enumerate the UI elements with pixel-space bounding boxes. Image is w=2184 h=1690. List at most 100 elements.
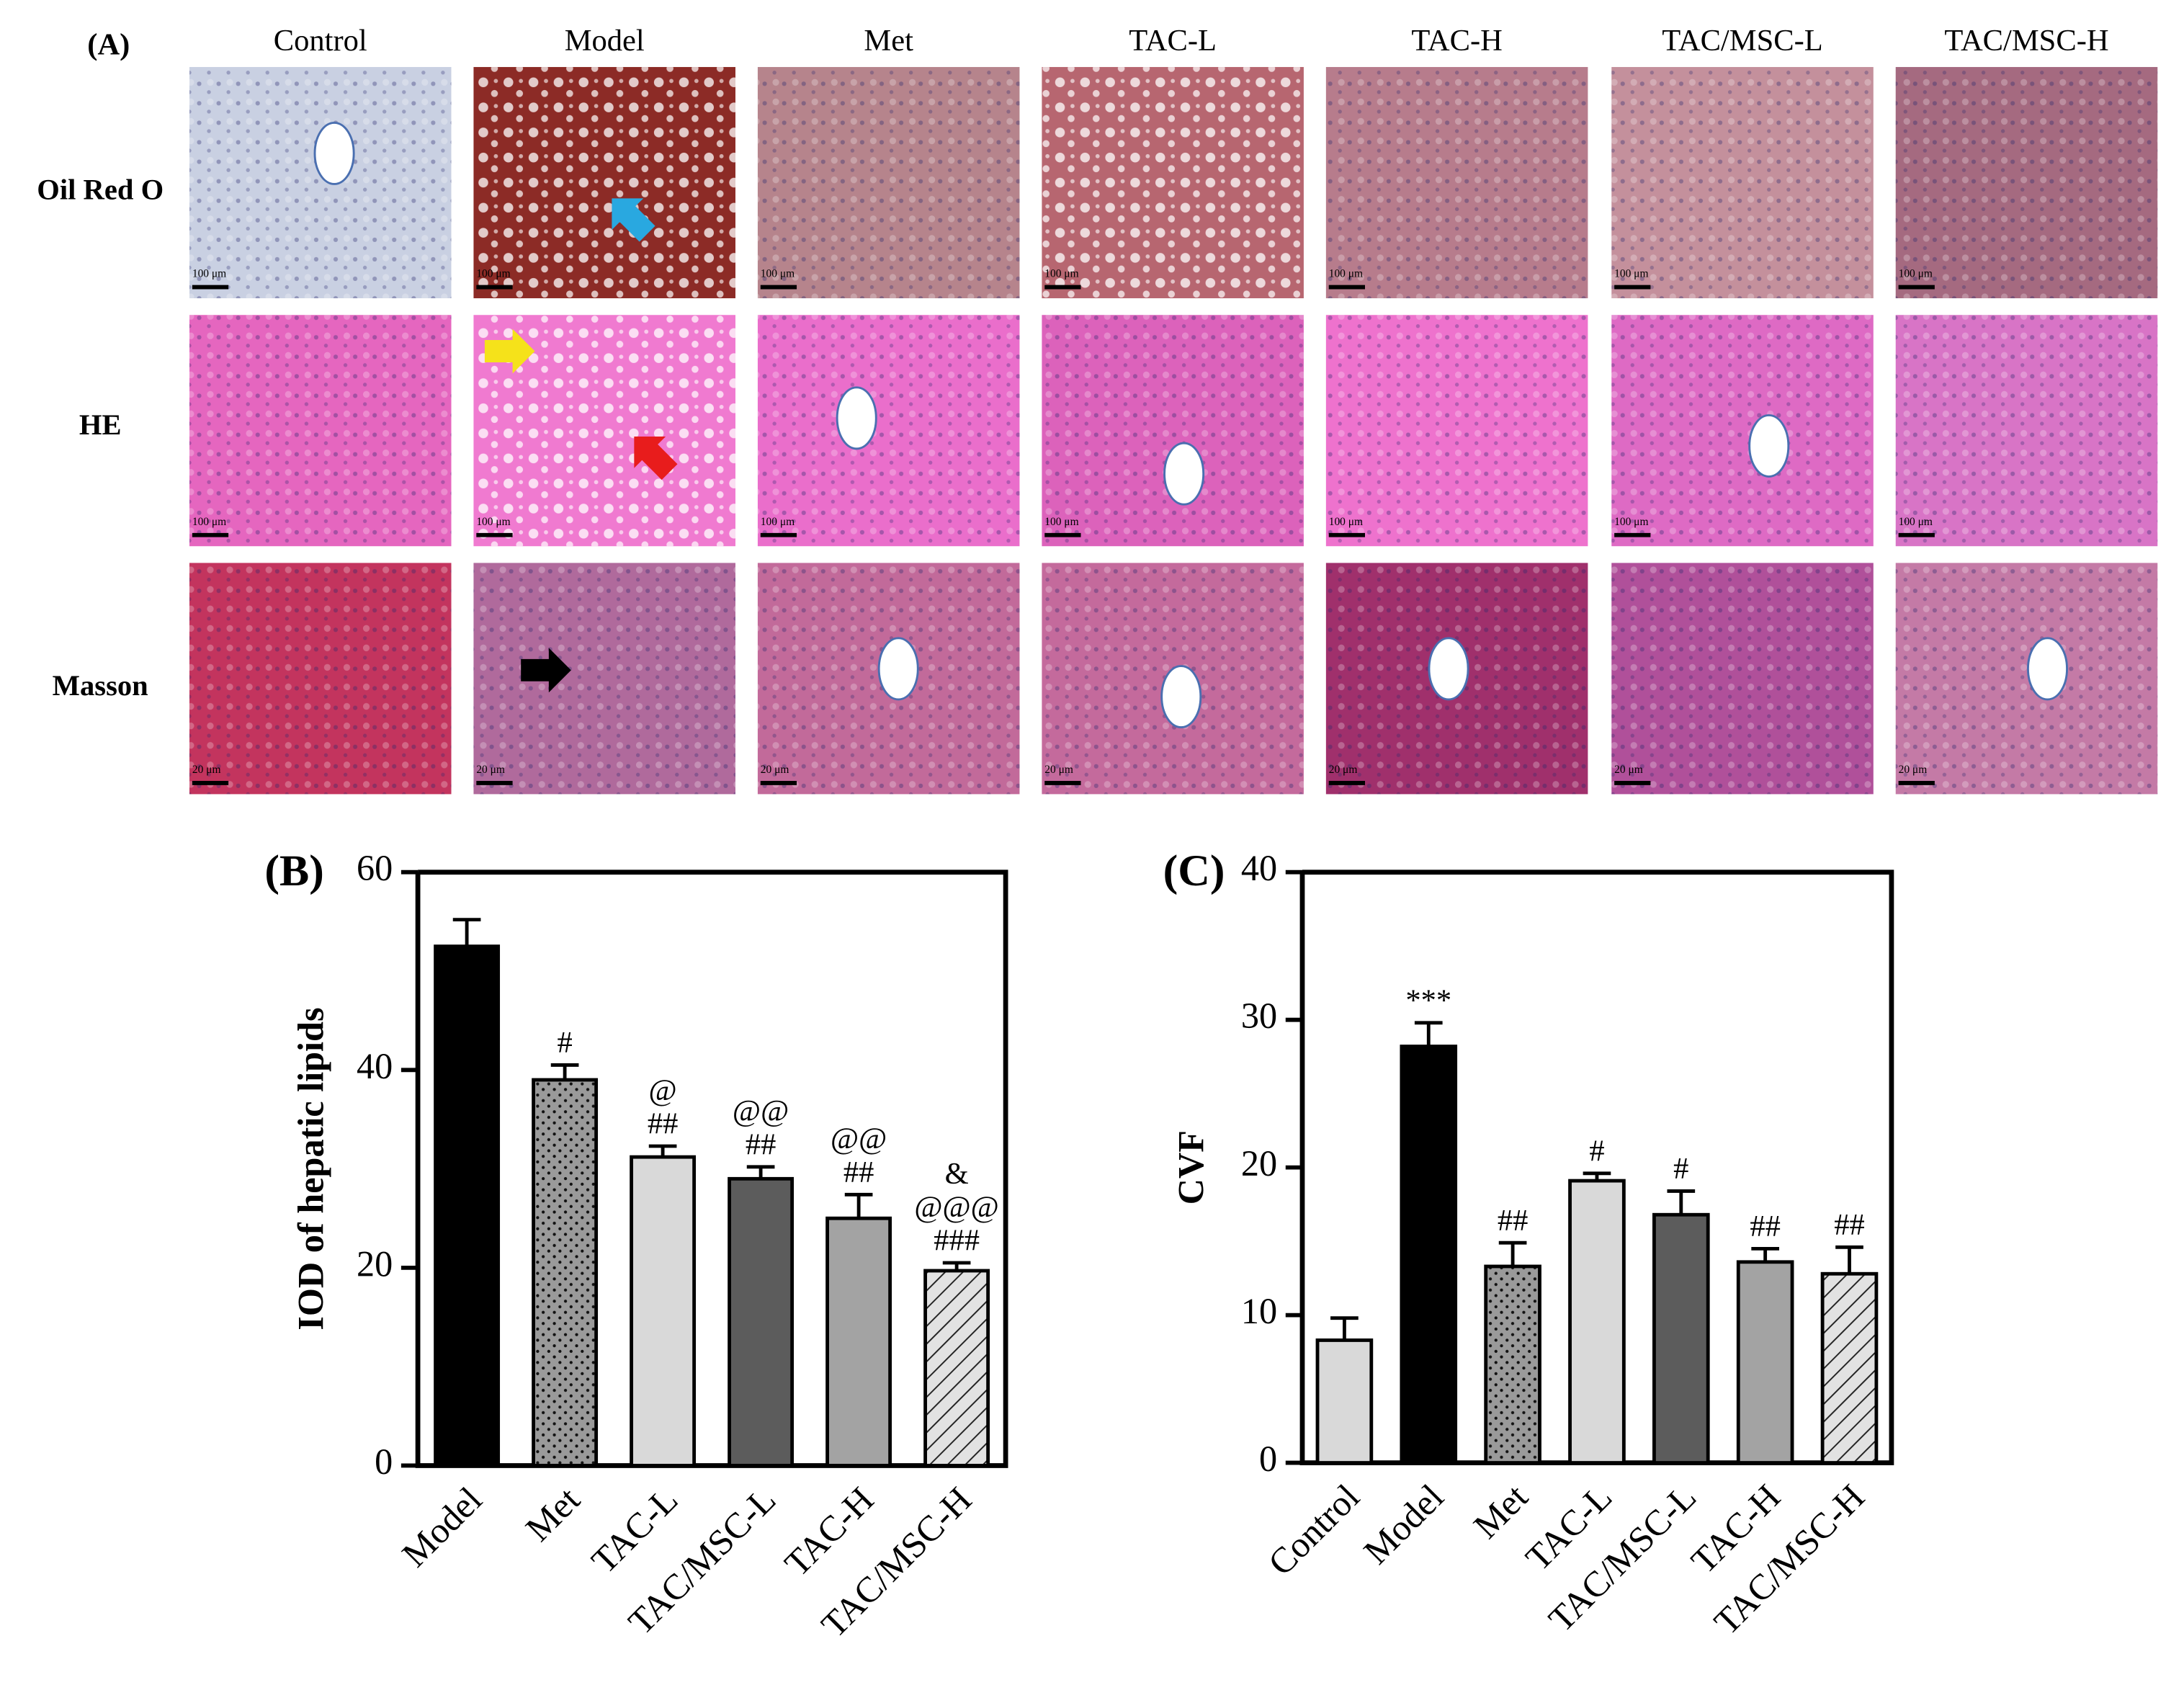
significance-label: ## (1498, 1204, 1529, 1238)
scale-bar-label: 100 μm (761, 516, 795, 528)
y-axis-label: IOD of hepatic lipids (291, 1007, 331, 1330)
micrograph-texture (1895, 67, 2158, 299)
significance-label: & (945, 1157, 969, 1191)
vessel (313, 121, 355, 185)
scale-bar-label: 100 μm (476, 516, 510, 528)
bar (1652, 1212, 1710, 1465)
bar (434, 944, 501, 1467)
column-header: TAC-L (1129, 24, 1217, 58)
scale-bar-label: 100 μm (1899, 268, 1933, 280)
y-tick-label: 0 (1259, 1439, 1277, 1479)
micrograph-texture (189, 67, 452, 299)
significance-label: ## (843, 1155, 874, 1189)
significance-label: @@@ (914, 1190, 999, 1224)
panel-label: (B) (264, 846, 323, 895)
scale-bar-label: 20 μm (761, 764, 789, 776)
micrograph-texture (1042, 315, 1304, 547)
vessel (877, 637, 919, 701)
row-label: Masson (53, 669, 148, 702)
column-header: TAC/MSC-H (1944, 24, 2108, 58)
bar (1484, 1264, 1541, 1465)
bar (1568, 1179, 1626, 1465)
y-tick-label: 40 (357, 1046, 393, 1086)
micrograph-texture (189, 315, 452, 547)
micrograph-texture (473, 67, 735, 299)
significance-label: @@ (831, 1122, 887, 1156)
scale-bar-label: 20 μm (1899, 764, 1928, 776)
micrograph-texture (189, 563, 452, 795)
y-axis-label: CVF (1171, 1130, 1212, 1204)
scale-bar-label: 100 μm (1329, 516, 1363, 528)
row-label: Oil Red O (37, 173, 164, 205)
scale-bar-label: 100 μm (1044, 516, 1078, 528)
row-label: HE (79, 408, 122, 441)
column-header: Met (864, 24, 913, 58)
bar (825, 1216, 892, 1467)
micrograph-texture (1611, 315, 1874, 547)
column-header: TAC-H (1411, 24, 1503, 58)
significance-label: ## (746, 1128, 777, 1162)
scale-bar-label: 100 μm (1899, 516, 1933, 528)
y-tick-label: 0 (375, 1441, 393, 1482)
arrow (612, 198, 655, 242)
micrograph-texture (1895, 315, 2158, 547)
y-tick-label: 20 (1241, 1143, 1277, 1184)
micrograph-texture (1325, 315, 1588, 547)
bar (728, 1176, 795, 1467)
column-header: TAC/MSC-L (1662, 24, 1822, 58)
panel-label: (C) (1163, 846, 1225, 895)
x-tick-label: Model (394, 1479, 489, 1574)
micrograph-texture (1611, 67, 1874, 299)
significance-label: ### (934, 1224, 980, 1258)
significance-label: # (1673, 1152, 1688, 1186)
significance-label: # (1589, 1135, 1604, 1168)
significance-label: ## (1834, 1208, 1865, 1242)
bar (630, 1155, 697, 1467)
scale-bar-label: 100 μm (1329, 268, 1363, 280)
scale-bar-label: 100 μm (761, 268, 795, 280)
bar (1315, 1338, 1374, 1465)
y-tick-label: 60 (357, 848, 393, 888)
x-tick-label: Control (1261, 1476, 1367, 1583)
bar (532, 1078, 599, 1467)
y-tick-label: 40 (1241, 848, 1277, 888)
vessel (1160, 665, 1202, 729)
vessel (1428, 637, 1469, 701)
significance-label: @ (649, 1073, 677, 1107)
scale-bar-label: 100 μm (1614, 516, 1648, 528)
significance-label: ## (648, 1107, 679, 1141)
micrograph-texture (1611, 563, 1874, 795)
micrograph-texture (473, 563, 735, 795)
scale-bar-label: 20 μm (1614, 764, 1643, 776)
scale-bar-label: 20 μm (1329, 764, 1358, 776)
x-tick-label: Met (1466, 1476, 1536, 1546)
scale-bar-label: 20 μm (476, 764, 505, 776)
micrograph-texture (1325, 67, 1588, 299)
vessel (2026, 637, 2069, 701)
scale-bar-label: 20 μm (192, 764, 221, 776)
significance-label: ## (1750, 1210, 1781, 1243)
y-tick-label: 10 (1241, 1291, 1277, 1331)
axis-frame (1299, 869, 1894, 1465)
column-header: Control (274, 24, 367, 58)
bar (1736, 1260, 1794, 1465)
scale-bar-label: 100 μm (1044, 268, 1078, 280)
bar (1820, 1271, 1879, 1465)
scale-bar-label: 100 μm (192, 516, 226, 528)
bar (1400, 1045, 1458, 1465)
arrow (521, 648, 571, 693)
arrow (634, 436, 678, 480)
arrow (484, 328, 535, 374)
x-tick-label: Met (518, 1479, 588, 1549)
axis-frame (415, 869, 1008, 1468)
significance-label: *** (1405, 983, 1451, 1017)
scale-bar-label: 100 μm (476, 268, 510, 280)
micrograph-texture (757, 67, 1020, 299)
micrograph-texture (1042, 67, 1304, 299)
micrograph-texture (757, 315, 1020, 547)
bar (923, 1269, 990, 1467)
y-tick-label: 30 (1241, 996, 1277, 1036)
micrograph-texture (1895, 563, 2158, 795)
significance-label: @@ (733, 1094, 789, 1128)
x-tick-label: Model (1356, 1476, 1451, 1571)
